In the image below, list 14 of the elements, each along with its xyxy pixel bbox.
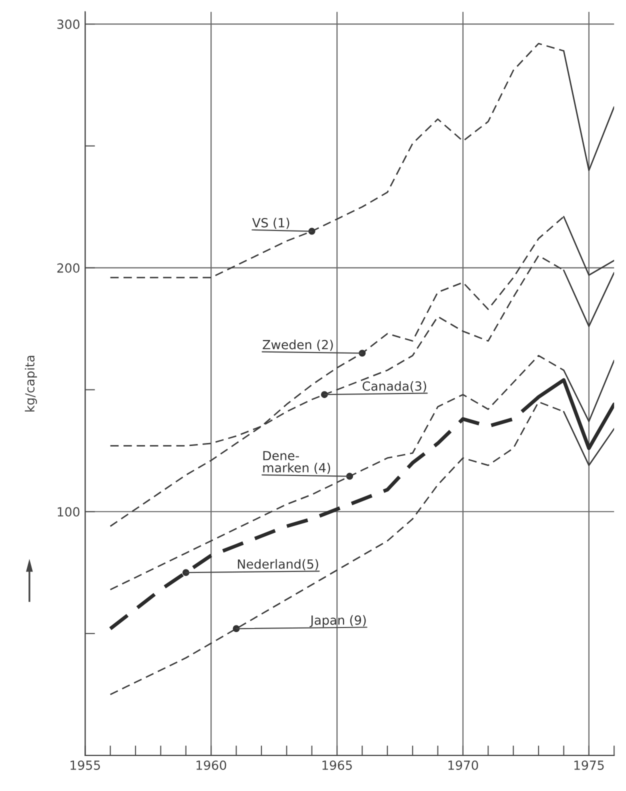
x-tick-label: 1970 [448,760,478,770]
y-tick-label: 100 [58,507,80,517]
x-tick-label: 1965 [322,760,352,770]
x-tick-label: 1975 [574,760,604,770]
y-tick-label: 300 [57,20,80,29]
annotation: Canada(3) [362,381,426,392]
y-tick-label: 200 [57,263,80,273]
x-tick-label: 1960 [196,760,226,770]
annotation: Zweden (2) [262,340,333,351]
annotation: Dene- marken (4) [263,451,330,474]
y-axis-title: kg/capita [24,356,37,412]
annotation: VS (1) [252,218,290,229]
annotation: Nederland(5) [238,559,318,570]
x-tick-label: 1955 [70,760,100,770]
